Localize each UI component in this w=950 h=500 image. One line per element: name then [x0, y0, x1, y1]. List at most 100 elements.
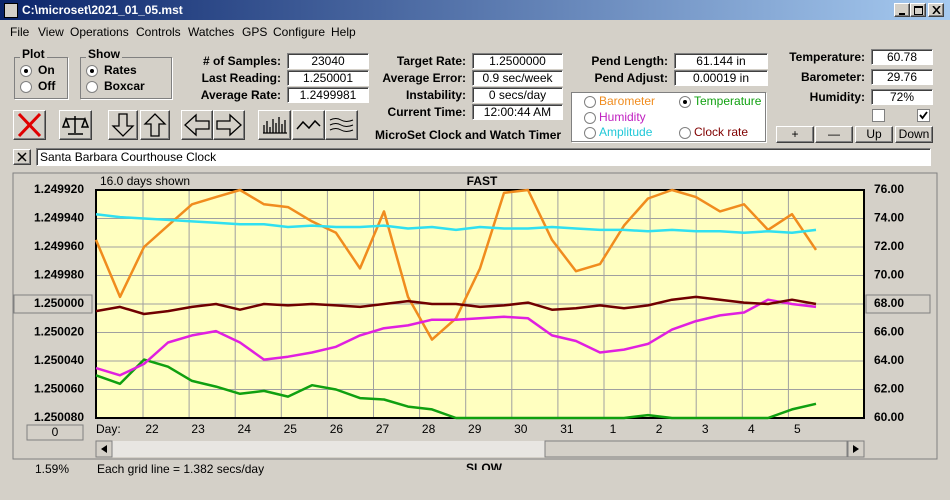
chart: 22 23 24 25 26 27 28 29 30 31 1 2 3 4 51.2499201.24994…	[12, 172, 938, 470]
grid-note: Each grid line = 1.382 secs/day	[97, 462, 265, 476]
balance-button[interactable]	[59, 110, 92, 140]
field-value: 0 secs/day	[472, 87, 563, 103]
adjust-button[interactable]: +	[776, 126, 814, 143]
y2-tick-label: 68.00	[874, 296, 904, 310]
field-value: 72%	[871, 89, 933, 105]
graph-option-label: Barometer	[599, 94, 656, 108]
histogram-icon	[263, 117, 287, 134]
clear-button[interactable]	[13, 149, 31, 165]
menu-item[interactable]: Operations	[70, 25, 129, 39]
graph-option-label: Amplitude	[599, 125, 653, 139]
y-tick-label: 1.249980	[34, 268, 84, 282]
line-button[interactable]	[292, 110, 325, 140]
radio-dot	[24, 69, 28, 73]
scroll-right-arrow	[853, 445, 859, 453]
down-button[interactable]	[108, 110, 138, 140]
offset-button[interactable]	[26, 424, 84, 441]
menu-item[interactable]: Help	[331, 25, 356, 39]
y2-tick-label: 70.00	[874, 268, 904, 282]
graph-option-label: Humidity	[599, 110, 646, 124]
radio-label: Boxcar	[104, 79, 145, 93]
radio-dot	[683, 100, 687, 104]
field-label: Last Reading:	[201, 71, 281, 85]
scroll-thumb[interactable]	[544, 440, 848, 458]
menu-item[interactable]: Controls	[136, 25, 181, 39]
field-value: 1.250001	[287, 70, 369, 86]
status-percent: 1.59%	[35, 462, 70, 476]
day-label: 29	[468, 422, 482, 436]
y-tick-label: 1.250060	[34, 382, 84, 396]
series-line	[95, 298, 817, 377]
left-button[interactable]	[181, 110, 213, 140]
radio[interactable]	[584, 96, 596, 108]
up-button[interactable]	[140, 110, 170, 140]
radio[interactable]	[20, 81, 32, 93]
radio[interactable]	[584, 127, 596, 139]
y2-tick-label: 72.00	[874, 239, 904, 253]
y-tick-label: 1.250020	[34, 325, 84, 339]
center-button[interactable]	[865, 294, 931, 314]
scroll-left-arrow	[101, 445, 107, 453]
series-line	[95, 295, 817, 316]
radio[interactable]	[679, 96, 691, 108]
graph-option-label: Clock rate	[694, 125, 749, 139]
y2-tick-label: 74.00	[874, 211, 904, 225]
checkbox[interactable]	[917, 109, 930, 122]
checkbox[interactable]	[872, 109, 885, 122]
close-glyph	[932, 6, 941, 14]
adjust-button[interactable]: Down	[895, 126, 933, 143]
field-label: Pend Adjust:	[594, 71, 668, 85]
radio[interactable]	[86, 81, 98, 93]
right-button[interactable]	[213, 110, 245, 140]
y2-tick-label: 60.00	[874, 410, 904, 424]
app-icon	[4, 3, 18, 18]
minimize-glyph	[899, 13, 905, 15]
menu-item[interactable]: GPS	[242, 25, 268, 39]
day-label: 23	[191, 422, 205, 436]
maximize-button[interactable]	[910, 3, 926, 17]
field-value: 12:00:44 AM	[472, 104, 563, 120]
day-label: 24	[238, 422, 252, 436]
day-label: 1	[610, 422, 617, 436]
field-label: Target Rate:	[396, 54, 466, 68]
radio[interactable]	[679, 127, 691, 139]
field-value: 29.76	[871, 69, 933, 85]
field-label: Pend Length:	[591, 54, 668, 68]
slow-label: SLOW	[466, 461, 503, 470]
y-tick-label: 1.249920	[34, 182, 84, 196]
menu-item[interactable]: File	[10, 25, 30, 39]
field-value: 61.144 in	[674, 53, 768, 69]
line-icon	[296, 119, 321, 130]
wave-icon	[329, 118, 354, 132]
offset-label: 0	[52, 425, 59, 439]
center-button[interactable]	[13, 294, 93, 314]
title-bar: C:\microset\2021_01_05.mst	[0, 0, 950, 20]
group-title: Show	[86, 47, 122, 61]
series-line	[95, 358, 817, 420]
histogram-button[interactable]	[258, 110, 291, 140]
minimize-button[interactable]	[894, 3, 910, 17]
menu-item[interactable]: Configure	[273, 25, 326, 39]
stop-button[interactable]	[13, 110, 46, 140]
close-button[interactable]	[928, 3, 944, 17]
radio[interactable]	[86, 65, 98, 77]
menu-item[interactable]: Watches	[188, 25, 235, 39]
wave-button[interactable]	[325, 110, 358, 140]
day-label: 25	[284, 422, 298, 436]
radio[interactable]	[20, 65, 32, 77]
day-label: 27	[376, 422, 390, 436]
adjust-button[interactable]: —	[815, 126, 853, 143]
group-title: Plot	[20, 47, 47, 61]
day-label: 30	[514, 422, 528, 436]
y2-tick-label: 62.00	[874, 382, 904, 396]
radio[interactable]	[584, 112, 596, 124]
radio-label: Rates	[104, 63, 137, 77]
menu-item[interactable]: View	[38, 25, 64, 39]
field-value: 0.00019 in	[674, 70, 768, 86]
adjust-button[interactable]: Up	[855, 126, 893, 143]
radio-dot	[90, 69, 94, 73]
check-mark	[919, 111, 928, 120]
field-value: 60.78	[871, 49, 933, 65]
day-label: 5	[794, 422, 801, 436]
clock-name-field[interactable]: Santa Barbara Courthouse Clock	[36, 148, 931, 166]
